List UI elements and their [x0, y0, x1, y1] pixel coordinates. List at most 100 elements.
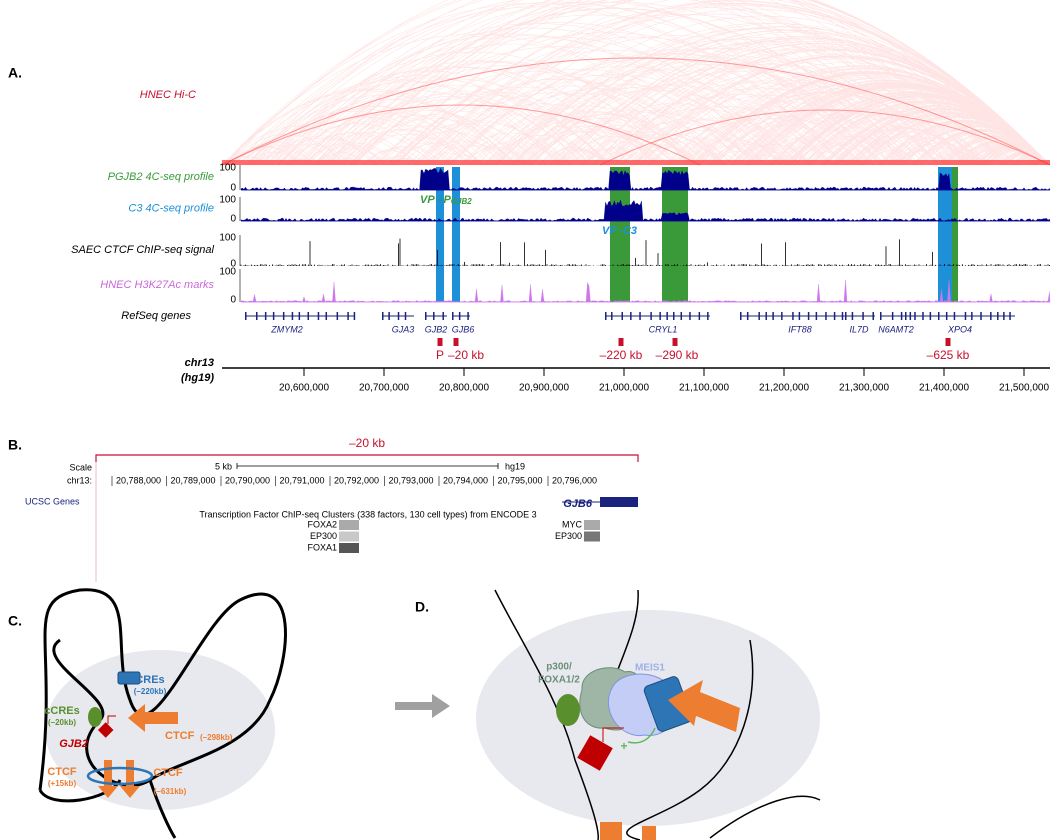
exon	[397, 312, 400, 320]
arc-envelope	[221, 57, 1051, 166]
signal	[240, 238, 1050, 266]
panel-label: D.	[415, 599, 429, 615]
axis-min: 0	[230, 214, 236, 225]
label: cCREs	[44, 705, 79, 717]
track-label: HNEC H3K27Ac marks	[100, 279, 214, 291]
viewpoint-label: VP –PGJB2	[420, 194, 472, 206]
highlights	[436, 167, 958, 302]
genes: ZMYM2 GJA3 GJB2 GJB6 CRYL1 IFT88 IL7D N6AMT2 XPO…	[245, 312, 1015, 362]
gene-label: GJA3	[392, 324, 415, 334]
vp-main: VP –P	[420, 194, 451, 206]
tick-label: 20,790,000	[225, 475, 270, 485]
cohesin	[86, 766, 154, 786]
tick-label: 20,789,000	[171, 475, 216, 485]
exon	[872, 312, 874, 320]
exon	[746, 312, 749, 320]
exon	[467, 312, 469, 320]
axis-tick-label: 20,800,000	[439, 383, 489, 394]
b-ticks: 20,788,000 20,789,000 20,790,000 20,791,000…	[111, 475, 597, 486]
exon	[245, 312, 247, 320]
site	[437, 338, 443, 346]
panel-label: B.	[8, 437, 22, 453]
exon	[336, 312, 339, 320]
scale-bar	[236, 463, 499, 469]
exon	[707, 312, 709, 320]
exon	[452, 312, 454, 320]
tf-label: FOXA2	[307, 519, 337, 529]
exon	[740, 312, 742, 320]
exon	[880, 312, 882, 320]
chrom: chr13:	[67, 475, 92, 485]
site-label: –20 kb	[448, 348, 484, 362]
exon	[630, 312, 632, 320]
tick-label: 20,788,000	[116, 475, 161, 485]
axis-tick-label: 20,700,000	[359, 383, 409, 394]
exon	[698, 312, 701, 320]
gene-label: GJB6	[452, 324, 475, 334]
exon	[792, 312, 794, 320]
exon	[825, 312, 827, 320]
site-label: –625 kb	[927, 348, 970, 362]
label: p300/	[546, 662, 572, 673]
exon	[666, 312, 668, 320]
chromatin-loop	[38, 588, 287, 839]
tf-title: Transcription Factor ChIP-seq Clusters (…	[199, 509, 536, 519]
site-label: –220 kb	[600, 348, 643, 362]
exon	[807, 312, 810, 320]
axis-tick-label: 21,500,000	[999, 383, 1049, 394]
label: FOXA1/2	[538, 675, 580, 686]
highlight	[436, 167, 444, 302]
tf-label: MYC	[562, 519, 583, 529]
transition-arrow	[395, 694, 450, 718]
gene-label: IL7D	[849, 324, 869, 334]
exon	[798, 312, 801, 320]
gene-exon	[600, 497, 638, 507]
scale-length: 5 kb	[215, 461, 232, 471]
arcs	[221, 0, 1051, 166]
signal	[240, 199, 1051, 222]
exon	[772, 312, 774, 320]
exon	[458, 312, 461, 320]
exon	[953, 312, 956, 320]
exon	[1009, 312, 1011, 320]
axis-max: 100	[219, 163, 236, 174]
tf-label: EP300	[555, 531, 582, 541]
axis-tick-label: 21,200,000	[759, 383, 809, 394]
tf-label: EP300	[310, 531, 337, 541]
exon	[845, 312, 847, 320]
label: GJB2	[59, 738, 88, 750]
highlight	[610, 167, 630, 302]
site	[945, 338, 951, 346]
track-label: C3 4C-seq profile	[128, 202, 214, 214]
exon	[891, 312, 894, 320]
exon	[442, 312, 444, 320]
exon	[997, 312, 999, 320]
gene-label: GJB2	[425, 324, 448, 334]
exon	[980, 312, 982, 320]
scale-label: Scale	[69, 462, 92, 472]
arc-base	[222, 160, 1050, 165]
axis-tick-label: 21,000,000	[599, 383, 649, 394]
exon	[256, 312, 258, 320]
exon	[272, 312, 275, 320]
exon	[298, 312, 301, 320]
region-bracket	[95, 454, 639, 462]
exon	[605, 312, 607, 320]
track-label: HNEC Hi-C	[140, 89, 196, 101]
exon	[862, 312, 864, 320]
tf-box	[339, 520, 359, 530]
vp-sub: GJB2	[451, 197, 472, 206]
exon	[945, 312, 948, 320]
arc-envelope	[599, 109, 1051, 166]
hic-arcs	[221, 0, 1051, 166]
exon	[388, 312, 390, 320]
label: MEIS1	[635, 663, 665, 674]
exon	[353, 312, 356, 320]
track-label: PGJB2 4C-seq profile	[108, 171, 214, 183]
label: (–298kb)	[200, 733, 233, 742]
tick-label: 20,793,000	[389, 475, 434, 485]
axis-max: 100	[219, 267, 236, 278]
